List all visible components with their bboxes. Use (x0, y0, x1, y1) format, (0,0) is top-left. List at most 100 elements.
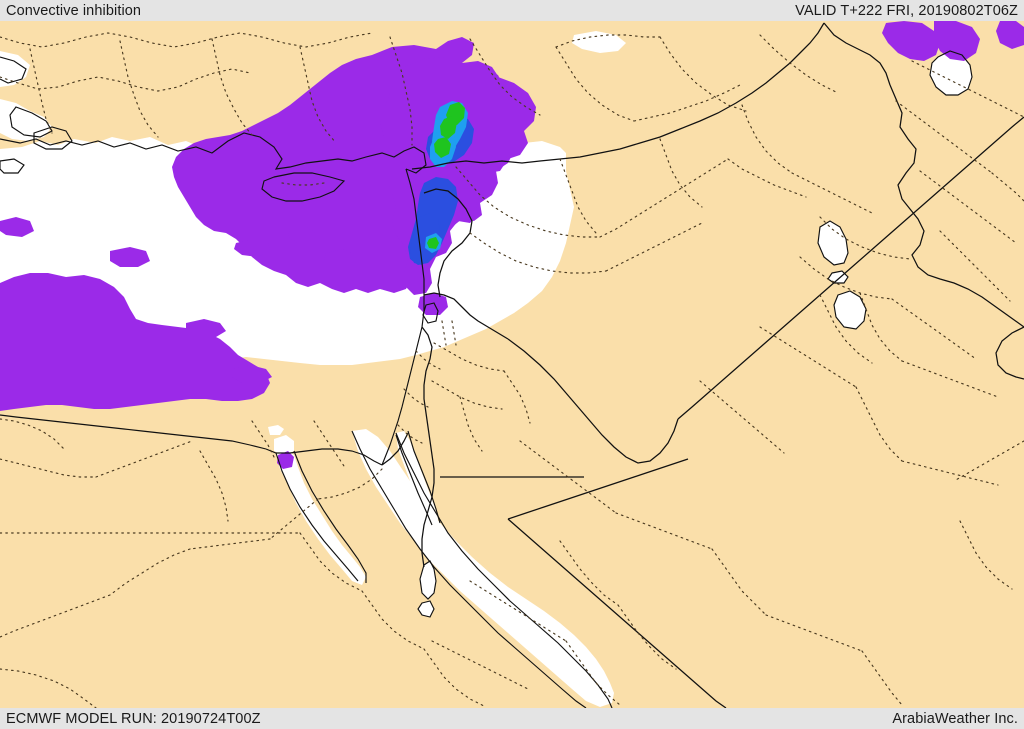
coast-lake-urmia (929, 50, 973, 96)
border-lebanon-israel (423, 292, 509, 340)
admin-turkey-12 (555, 34, 661, 48)
cin-purple-patch-4 (0, 217, 34, 237)
valid-time-label: VALID T+222 FRI, 20190802T06Z (795, 2, 1018, 19)
model-run-label: ECMWF MODEL RUN: 20190724T00Z (6, 710, 261, 727)
cin-green-core-mid (440, 116, 457, 139)
map-graphic (0, 21, 1024, 708)
border-egypt-israel (381, 432, 409, 466)
admin-iran-4 (919, 170, 1017, 244)
admin-iraq-10 (699, 380, 785, 454)
coast-nile-delta (0, 414, 267, 450)
admin-turkey-11 (759, 34, 839, 94)
admin-egypt-10 (199, 450, 229, 522)
admin-iraq-7 (759, 326, 857, 388)
cin-purple-patch-2 (232, 365, 272, 383)
admin-egypt-12 (95, 440, 193, 478)
cin-shading-overlay (0, 21, 1024, 469)
admin-turkey-4 (119, 40, 159, 138)
aegean-sea-2 (0, 99, 52, 141)
coast-rhodes (33, 126, 73, 150)
admin-jordan-6 (451, 320, 457, 346)
cin-purple-nw-iran-3 (996, 21, 1024, 49)
admin-turkey-3 (29, 48, 53, 134)
dead-sea (420, 561, 436, 599)
admin-saudi-3 (711, 548, 767, 616)
coast-aegean-islands (0, 56, 27, 84)
admin-iraq-1 (819, 216, 911, 260)
cin-purple-nw-iran-2 (934, 21, 980, 61)
cin-purple-coast-strip-1 (110, 247, 150, 267)
admin-jordan-4 (459, 396, 483, 452)
admin-borders-dotted (0, 32, 1024, 708)
coast-suez-west (275, 452, 359, 582)
border-iraq-iran (889, 84, 1024, 328)
top-info-bar: Convective inhibition VALID T+222 FRI, 2… (0, 0, 1024, 21)
admin-turkey-7 (389, 36, 413, 146)
admin-israel-1 (415, 350, 441, 370)
border-israel-jordan (421, 326, 435, 568)
map-canvas[interactable] (0, 21, 1024, 708)
admin-iran-2 (895, 100, 993, 174)
admin-iraq-9 (901, 460, 999, 486)
admin-saudi-10 (861, 650, 903, 706)
admin-iran-1 (911, 60, 1024, 118)
admin-iraq-3 (891, 298, 977, 360)
admin-egypt-9 (423, 648, 487, 708)
coast-sinai-egypt (265, 448, 383, 466)
admin-egypt-3 (189, 538, 271, 550)
admin-egypt-1 (317, 468, 383, 500)
cin-green-fleck-lebanon (427, 237, 439, 249)
admin-saudi-7 (469, 580, 567, 642)
border-turkey-syria (411, 22, 825, 170)
admin-syria-6 (659, 138, 703, 208)
border-saudi-iraq-diag2 (507, 458, 689, 520)
coast-crete-fleck (0, 158, 25, 174)
admin-syria-4 (605, 222, 703, 272)
cin-purple-galilee (418, 293, 448, 315)
admin-iran-3 (991, 172, 1024, 202)
admin-turkey-10 (659, 36, 747, 112)
dead-sea-south (418, 601, 434, 617)
bottom-info-bar: ECMWF MODEL RUN: 20190724T00Z ArabiaWeat… (0, 708, 1024, 729)
cin-purple-nw-iran (882, 21, 940, 61)
admin-egypt-5 (0, 594, 111, 638)
admin-syria-1 (455, 166, 601, 238)
admin-turkey-9 (555, 46, 635, 122)
admin-saudi-12 (953, 440, 1024, 482)
admin-iraq-4 (859, 292, 903, 362)
border-saudi-iraq (677, 116, 1024, 420)
admin-saudi-1 (519, 440, 617, 514)
admin-jordan-3 (503, 370, 531, 424)
border-kuwait (995, 326, 1024, 380)
cin-purple-medsea-west (0, 273, 270, 411)
border-saudi-iraq-diag (507, 518, 727, 708)
admin-turkey-13 (633, 84, 741, 122)
admin-egypt-4 (109, 548, 191, 596)
admin-egypt-16 (0, 668, 97, 708)
admin-jordan-1 (433, 342, 505, 372)
cin-purple-coast-strip-3 (288, 227, 316, 243)
lake-assad (818, 221, 848, 265)
border-turkey-iran (823, 22, 891, 86)
suez-canal-head (274, 435, 294, 455)
cin-purple-suez-fleck (277, 451, 294, 469)
provider-label: ArabiaWeather Inc. (892, 710, 1018, 727)
admin-egypt-13 (0, 418, 65, 450)
admin-egypt-14 (251, 420, 275, 458)
admin-syria-3 (469, 232, 607, 274)
admin-egypt-11 (0, 458, 97, 478)
coast-lake-assad (817, 220, 849, 266)
lake-habbaniyah (834, 291, 866, 329)
lake-urmia (930, 51, 972, 95)
black-sea-inlet (572, 31, 626, 53)
admin-egypt-7 (299, 532, 363, 592)
parameter-title: Convective inhibition (6, 2, 142, 19)
bitter-lake (268, 425, 284, 435)
coast-dead-sea-south (417, 600, 435, 618)
admin-egypt-15 (313, 420, 347, 470)
admin-jordan-5 (441, 320, 447, 346)
admin-saudi-4 (765, 614, 863, 652)
border-jordan-saudi (507, 338, 679, 464)
admin-iraq-5 (901, 360, 999, 398)
